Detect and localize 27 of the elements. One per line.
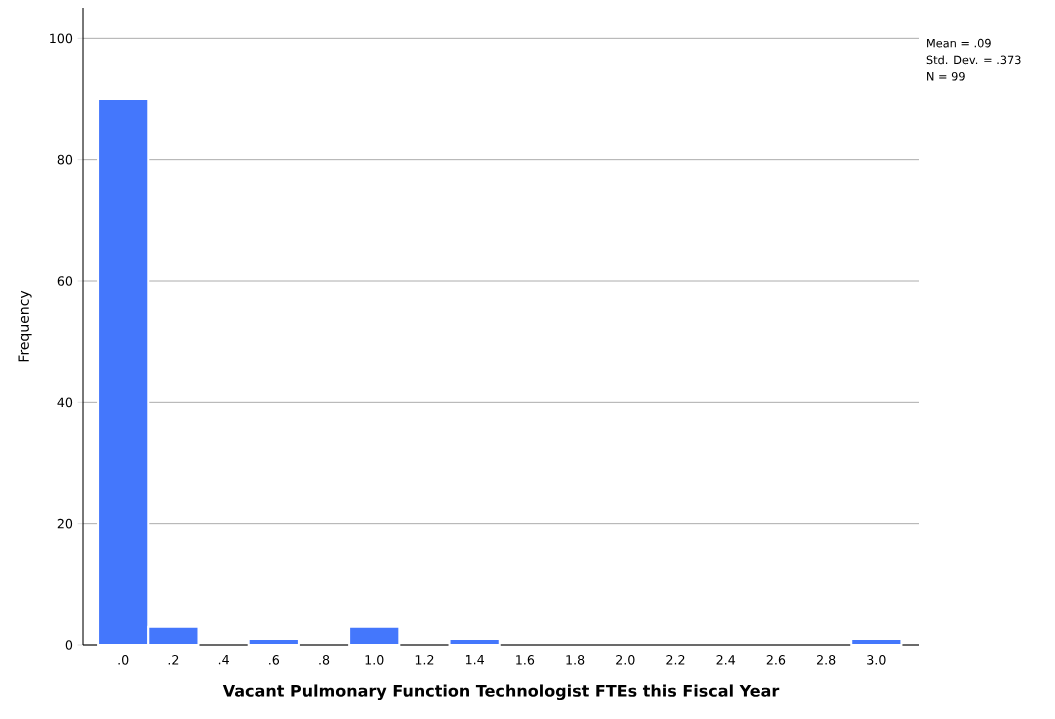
x-tick-label: 2.0 — [616, 655, 635, 665]
x-tick-label: .6 — [269, 655, 280, 665]
x-tick-label: 2.4 — [716, 655, 736, 665]
text: Mean = .09 — [927, 38, 991, 48]
x-tick-label: 1.8 — [566, 655, 585, 665]
y-tick-label: 40 — [57, 397, 73, 408]
y-axis-title: Frequency — [18, 290, 32, 362]
x-tick-label: 2.2 — [666, 655, 685, 665]
x-tick-label: .4 — [218, 655, 229, 665]
x-tick-label: 1.2 — [415, 655, 434, 665]
x-tick-label: .8 — [319, 655, 330, 665]
x-tick-label: .0 — [118, 655, 129, 665]
x-tick-label: 1.6 — [516, 655, 535, 665]
x-tick-label: 1.4 — [465, 655, 485, 665]
x-tick-label: 2.8 — [816, 655, 836, 665]
x-tick-label: 2.6 — [766, 655, 786, 665]
x-tick-label: 3.0 — [867, 655, 886, 665]
text: N = 99 — [927, 71, 965, 81]
text: Std. Dev. = .373 — [926, 55, 1021, 65]
x-tick-label: 1.0 — [365, 655, 384, 665]
y-tick-label: 60 — [57, 276, 73, 286]
y-tick-label: 80 — [57, 154, 73, 165]
x-tick-label: .2 — [168, 655, 179, 665]
y-tick-label: 20 — [57, 518, 73, 529]
x-axis-title: Vacant Pulmonary Function Technologist FTEs this Fiscal Year — [222, 684, 780, 701]
y-tick-label: 0 — [65, 640, 73, 650]
y-tick-label: 100 — [50, 33, 73, 44]
